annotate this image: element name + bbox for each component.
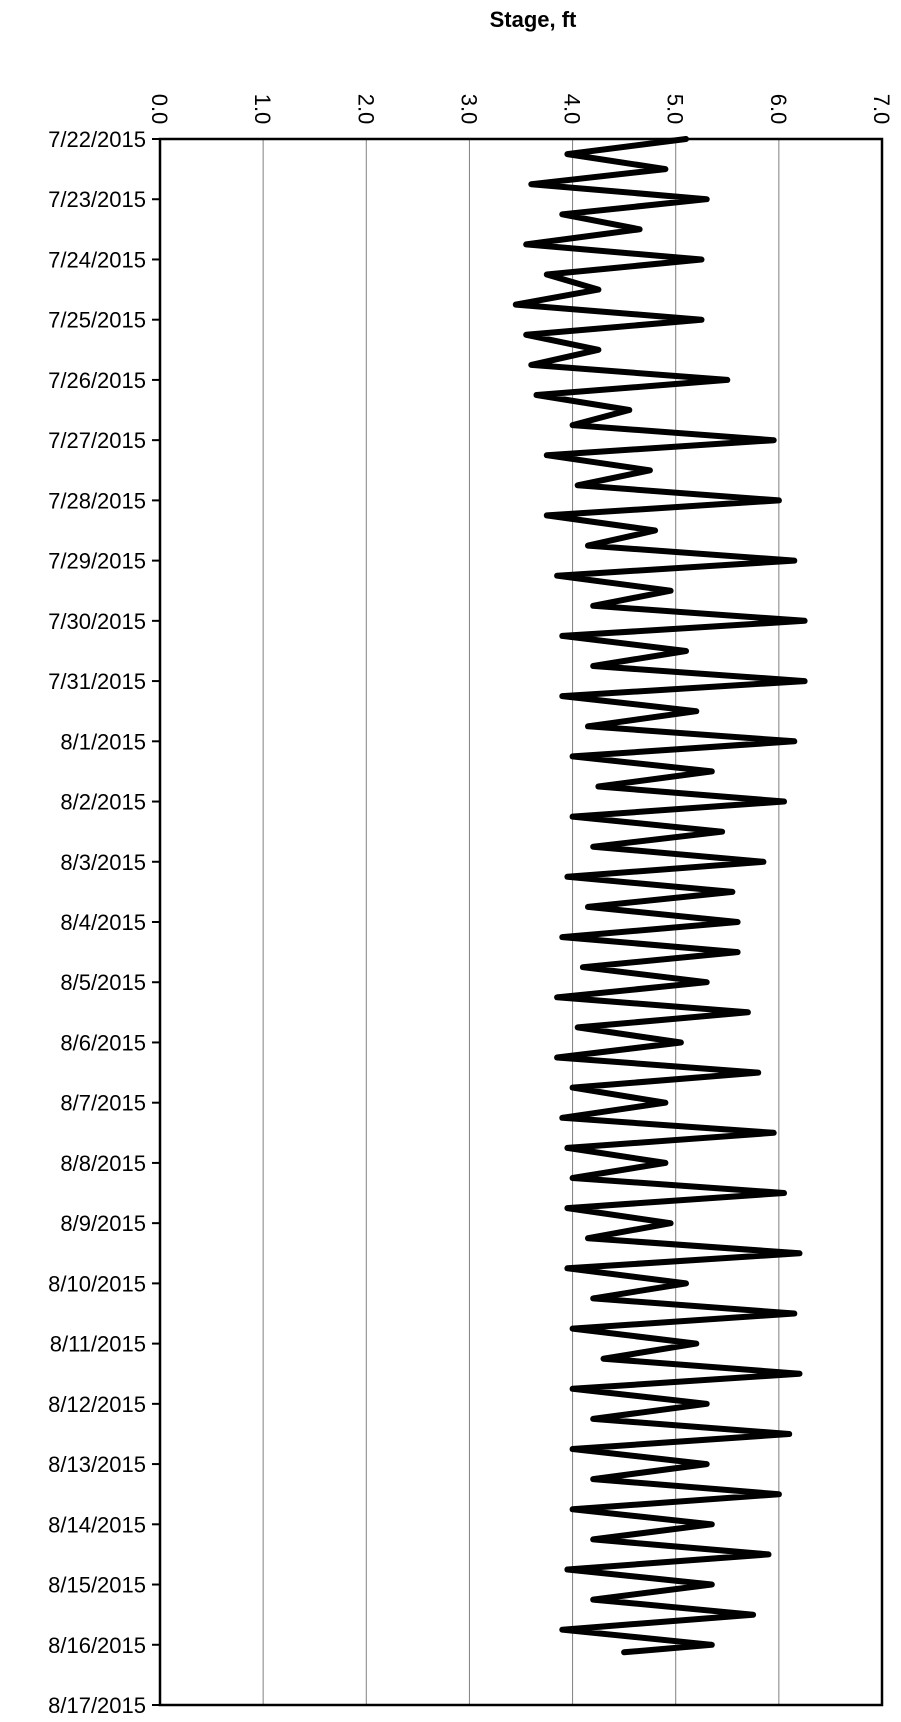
date-tick-label: 8/12/2015 xyxy=(48,1392,146,1417)
stage-series-line xyxy=(512,136,808,1656)
date-tick-label: 7/28/2015 xyxy=(48,488,146,513)
date-tick-label: 8/9/2015 xyxy=(60,1211,146,1236)
date-tick-label: 8/7/2015 xyxy=(60,1091,146,1116)
date-tick-label: 7/23/2015 xyxy=(48,187,146,212)
date-axis-ticks: 7/22/2015 7/23/2015 7/24/2015 7/25/2015 7/26… xyxy=(48,127,160,1718)
series-layer xyxy=(512,136,808,1656)
x-axis-title: Stage, ft xyxy=(490,7,577,32)
x-tick-label: 0.0 xyxy=(147,94,172,125)
date-tick-label: 7/31/2015 xyxy=(48,669,146,694)
date-tick-label: 8/3/2015 xyxy=(60,850,146,875)
x-tick-label: 4.0 xyxy=(560,94,585,125)
x-tick-label: 3.0 xyxy=(456,94,481,125)
x-tick-label: 5.0 xyxy=(663,94,688,125)
date-tick-label: 8/8/2015 xyxy=(60,1151,146,1176)
date-tick-label: 7/29/2015 xyxy=(48,549,146,574)
date-tick-label: 8/2/2015 xyxy=(60,790,146,815)
gridlines xyxy=(262,139,780,1705)
date-tick-label: 8/11/2015 xyxy=(50,1332,146,1357)
date-tick-label: 8/16/2015 xyxy=(48,1633,146,1658)
plot-frame xyxy=(158,137,884,1707)
date-tick-label: 7/22/2015 xyxy=(48,127,146,152)
x-tick-label: 7.0 xyxy=(869,94,894,125)
date-tick-label: 8/5/2015 xyxy=(60,970,146,995)
date-tick-label: 8/13/2015 xyxy=(48,1452,146,1477)
date-tick-label: 7/26/2015 xyxy=(48,368,146,393)
date-tick-label: 7/27/2015 xyxy=(48,428,146,453)
date-tick-label: 8/4/2015 xyxy=(60,910,146,935)
date-tick-label: 7/24/2015 xyxy=(48,247,146,272)
date-tick-label: 8/14/2015 xyxy=(48,1512,146,1537)
date-tick-label: 7/25/2015 xyxy=(48,308,146,333)
date-tick-label: 8/10/2015 xyxy=(48,1271,146,1296)
x-tick-label: 1.0 xyxy=(250,94,275,125)
x-axis-ticks: 0.0 1.0 2.0 3.0 4.0 5.0 6.0 7.0 xyxy=(147,94,894,125)
date-tick-label: 8/17/2015 xyxy=(48,1693,146,1718)
date-tick-label: 8/6/2015 xyxy=(60,1030,146,1055)
date-tick-label: 7/30/2015 xyxy=(48,609,146,634)
x-tick-label: 2.0 xyxy=(353,94,378,125)
x-tick-label: 6.0 xyxy=(766,94,791,125)
date-tick-label: 8/1/2015 xyxy=(60,729,146,754)
date-tick-label: 8/15/2015 xyxy=(48,1573,146,1598)
